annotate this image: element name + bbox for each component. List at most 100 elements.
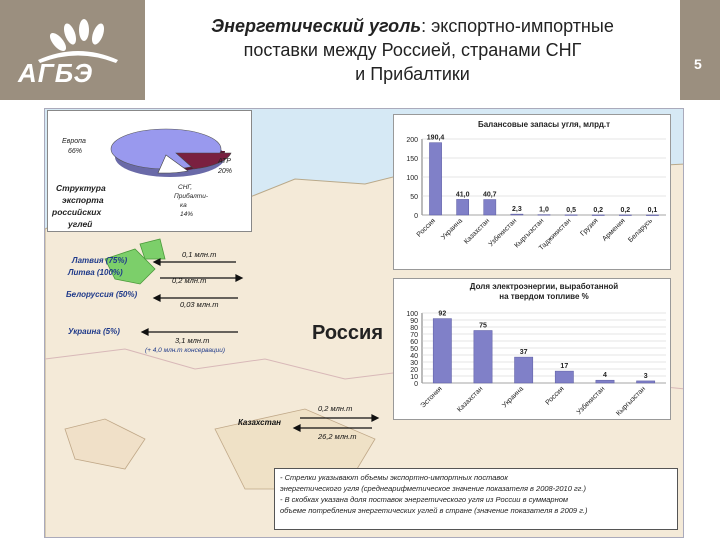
data-label: 37 bbox=[520, 349, 528, 356]
y-tick-label: 50 bbox=[410, 346, 418, 353]
logo-wheat-icon bbox=[38, 19, 118, 63]
label-latvia: Латвия (75%) bbox=[72, 256, 128, 265]
bar bbox=[483, 199, 497, 216]
pie-svg: Европа 66% АТР 20% СНГ, Прибалти- ка 14%… bbox=[51, 128, 232, 229]
data-label: 0,5 bbox=[566, 207, 576, 214]
data-label: 190,4 bbox=[427, 135, 445, 142]
pie-label-apac: АТР bbox=[217, 158, 231, 165]
y-tick-label: 70 bbox=[410, 332, 418, 339]
data-label: 40,7 bbox=[483, 192, 497, 199]
flow-val-1: 0,1 млн.т bbox=[182, 250, 217, 259]
bar bbox=[429, 142, 442, 216]
flow-val-4: 3,1 млн.т bbox=[175, 336, 210, 345]
title-italic: Энергетический уголь bbox=[211, 16, 422, 36]
slide-title: Энергетический уголь: экспортно-импортны… bbox=[145, 14, 680, 86]
pie-caption-3: российских bbox=[51, 207, 102, 217]
bar bbox=[432, 318, 452, 384]
title-rest: : экспортно-импортные bbox=[421, 16, 614, 36]
y-tick-label: 90 bbox=[410, 318, 418, 325]
label-ukraine: Украина (5%) bbox=[68, 327, 120, 336]
coal-svg: Балансовые запасы угля, млрд.т 0 50 100 150 2… bbox=[406, 120, 666, 252]
x-tick-label: Армения bbox=[601, 217, 626, 242]
y-tick-label: 0 bbox=[414, 381, 418, 388]
x-tick-label: Украина bbox=[440, 217, 464, 241]
y-tick-label: 80 bbox=[410, 325, 418, 332]
flow-val-2: 0,2 млн.т bbox=[172, 276, 207, 285]
x-tick-label: Беларусь bbox=[627, 217, 654, 244]
pie-pct-europe: 66% bbox=[68, 148, 82, 155]
data-label: 0,2 bbox=[620, 207, 630, 214]
title-line3: и Прибалтики bbox=[355, 64, 470, 84]
flow-val-6: 26,2 млн.т bbox=[318, 432, 357, 441]
bar bbox=[554, 370, 574, 384]
x-tick-label: Эстония bbox=[420, 385, 444, 409]
data-label: 1,0 bbox=[539, 207, 549, 214]
data-label: 41,0 bbox=[456, 191, 470, 198]
data-label: 2,3 bbox=[512, 206, 522, 213]
y-tick-label: 30 bbox=[410, 360, 418, 367]
pie-caption-4: углей bbox=[67, 219, 93, 229]
x-tick-label: Кыргызстан bbox=[615, 385, 647, 417]
data-label: 4 bbox=[603, 372, 607, 379]
bar bbox=[564, 214, 578, 216]
flow-val-4-note: (+ 4,0 млн.т консервации) bbox=[145, 347, 226, 354]
x-tick-label: Украина bbox=[501, 385, 525, 409]
y-tick-label: 60 bbox=[410, 339, 418, 346]
bar bbox=[591, 214, 605, 216]
data-label: 0,2 bbox=[593, 207, 603, 214]
y-tick-label: 200 bbox=[406, 137, 418, 144]
data-label: 75 bbox=[479, 323, 487, 330]
bar bbox=[636, 380, 656, 384]
export-structure-pie: Европа 66% АТР 20% СНГ, Прибалти- ка 14%… bbox=[47, 110, 252, 232]
data-label: 0,1 bbox=[648, 207, 658, 214]
data-label: 92 bbox=[438, 311, 446, 318]
slide-header: Энергетический уголь: экспортно-импортны… bbox=[145, 0, 680, 100]
x-tick-label: Россия bbox=[545, 385, 566, 406]
y-tick-label: 150 bbox=[406, 156, 418, 163]
x-tick-label: Россия bbox=[416, 217, 437, 238]
electricity-share-chart: Доля электроэнергии, выработанной на твер… bbox=[393, 278, 671, 420]
header-left-panel bbox=[0, 0, 145, 100]
pie-slice-apac bbox=[175, 152, 232, 170]
y-tick-label: 40 bbox=[410, 353, 418, 360]
title-line2: поставки между Россией, странами СНГ bbox=[243, 40, 582, 60]
pie-caption-2: экспорта bbox=[62, 195, 104, 205]
bar bbox=[618, 214, 632, 216]
pie-label-cis3: ка bbox=[180, 202, 187, 209]
note-line-2: энергетического угля (среднеарифметическ… bbox=[280, 484, 586, 493]
y-tick-label: 0 bbox=[414, 213, 418, 220]
label-kazakhstan: Казахстан bbox=[238, 418, 281, 427]
data-label: 17 bbox=[560, 363, 568, 370]
x-tick-label: Грузия bbox=[579, 217, 599, 237]
note-line-3: - В скобках указана доля поставок энерге… bbox=[280, 495, 569, 504]
note-box: - Стрелки указывают объемы экспортно-имп… bbox=[274, 468, 678, 530]
pie-pct-cis: 14% bbox=[180, 211, 193, 218]
bar bbox=[510, 213, 524, 216]
pie-label-cis2: Прибалти- bbox=[174, 192, 209, 200]
logo-text: АГБЭ bbox=[18, 58, 94, 88]
chart-title: Балансовые запасы угля, млрд.т bbox=[478, 120, 610, 129]
pie-label-europe: Европа bbox=[62, 138, 86, 145]
note-line-1: - Стрелки указывают объемы экспортно-имп… bbox=[280, 473, 508, 482]
x-tick-label: Узбекистан bbox=[575, 385, 606, 416]
header-right-panel bbox=[680, 0, 720, 100]
chart-title: Доля электроэнергии, выработанной bbox=[470, 282, 619, 291]
y-tick-label: 10 bbox=[410, 374, 418, 381]
x-tick-label: Казахстан bbox=[456, 385, 484, 413]
y-tick-label: 100 bbox=[406, 175, 418, 182]
flow-val-3: 0,03 млн.т bbox=[180, 300, 219, 309]
bar bbox=[537, 214, 551, 216]
bar bbox=[646, 214, 659, 216]
bar bbox=[595, 379, 615, 384]
note-line-4: объеме потребления энергетических углей … bbox=[280, 506, 588, 515]
y-tick-label: 20 bbox=[410, 367, 418, 374]
russia-label: Россия bbox=[312, 322, 384, 344]
pie-pct-apac: 20% bbox=[217, 168, 232, 175]
pie-label-cis: СНГ, bbox=[178, 184, 192, 191]
x-tick-label: Казахстан bbox=[463, 217, 491, 245]
label-belarus: Белоруссия (50%) bbox=[66, 290, 138, 299]
y-tick-label: 50 bbox=[410, 194, 418, 201]
bar bbox=[514, 356, 534, 384]
